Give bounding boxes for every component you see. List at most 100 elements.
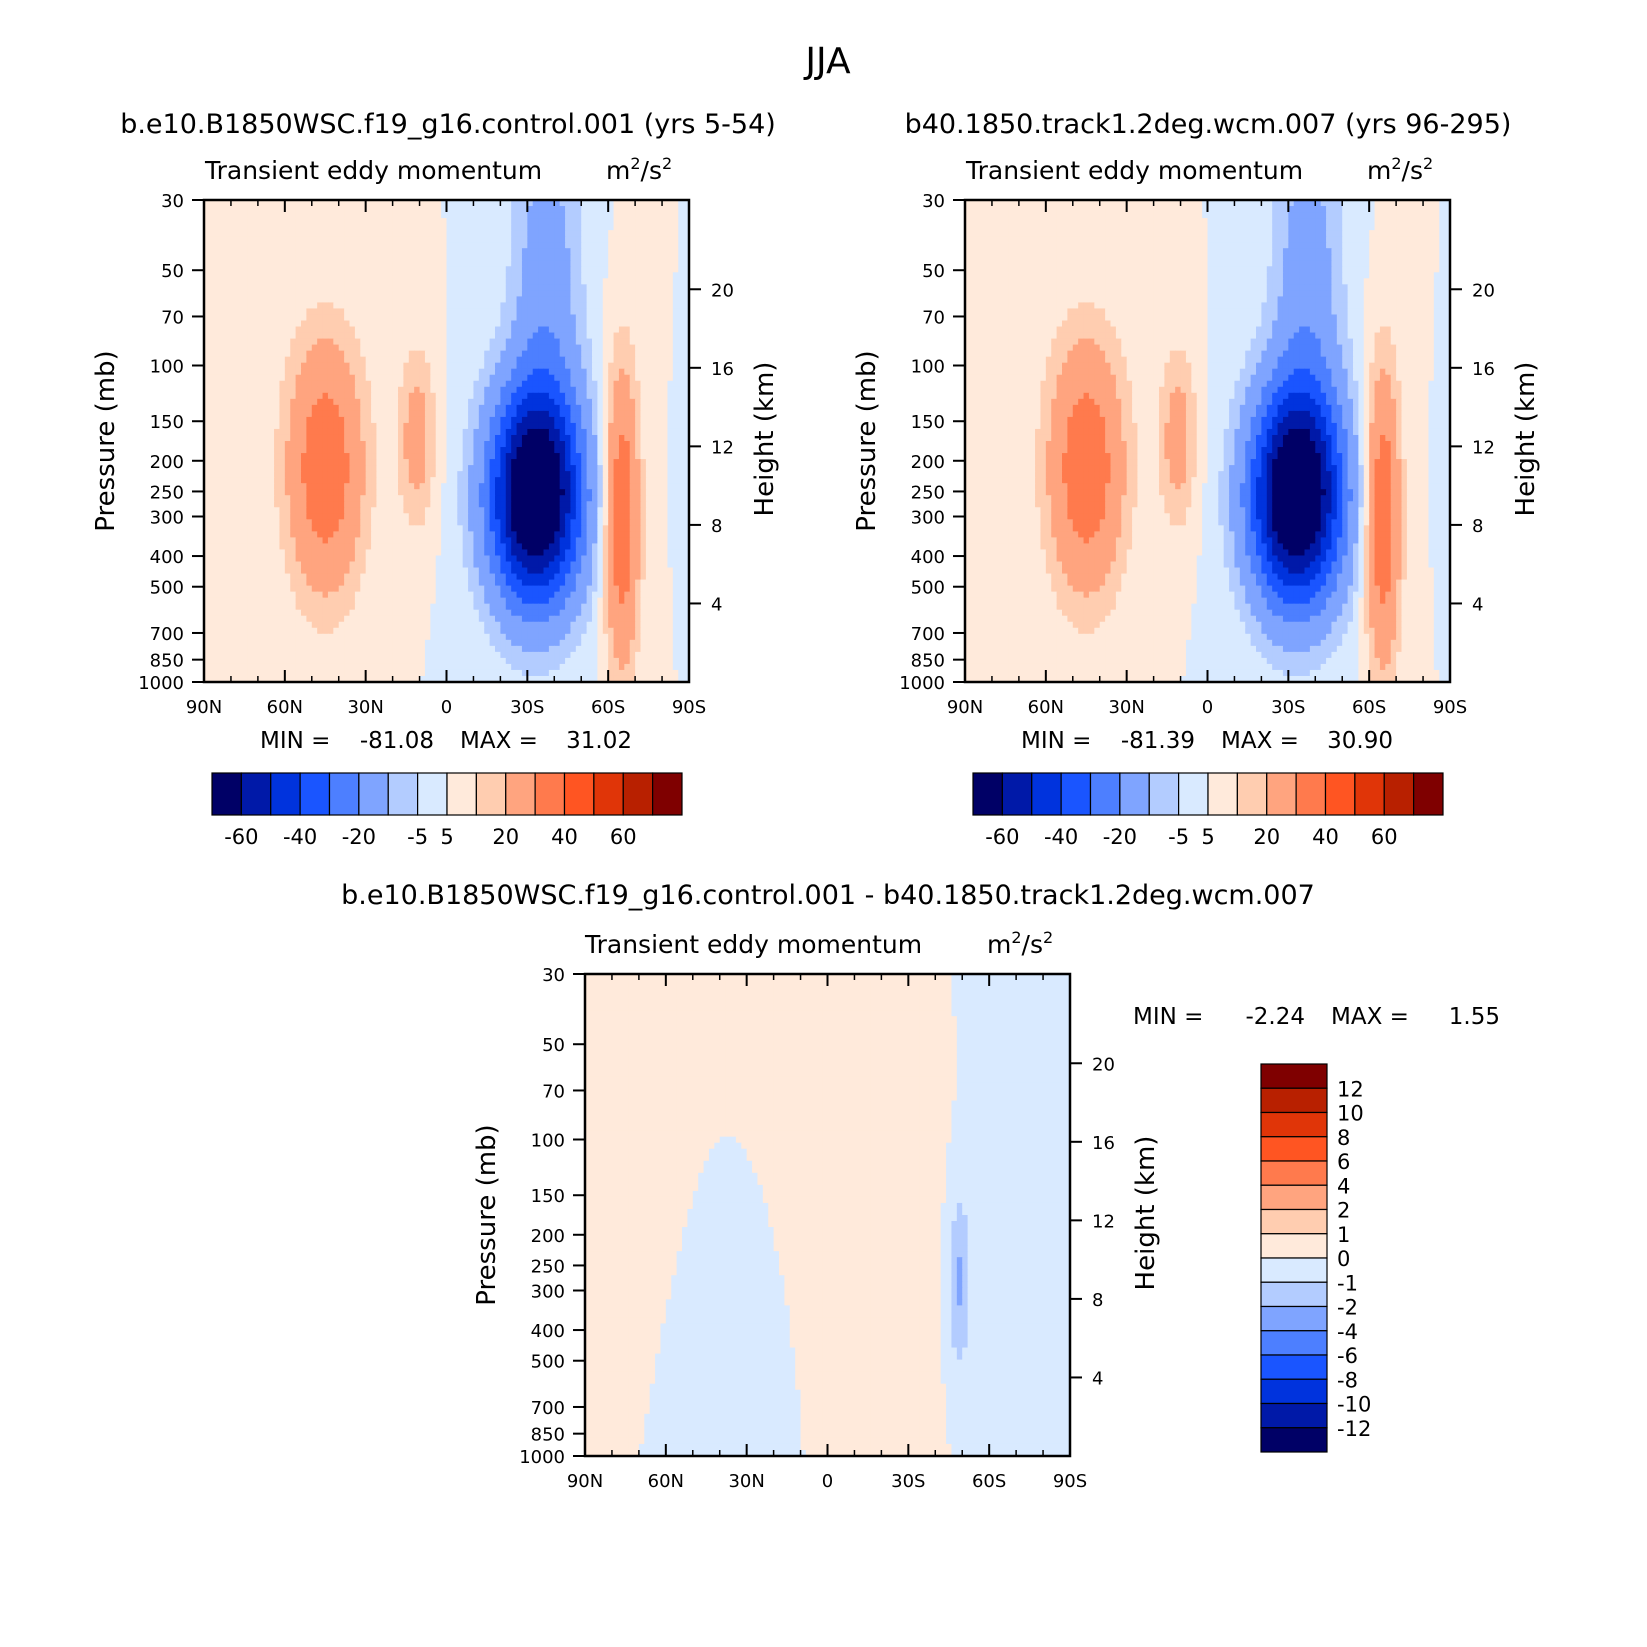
contour-cell (619, 501, 625, 508)
contour-cell (436, 290, 442, 297)
panel-1-plot-title: Transient eddy momentum (204, 156, 542, 185)
contour-cell (425, 302, 431, 309)
contour-cell (376, 296, 382, 303)
contour-cell (312, 363, 318, 370)
contour-cell (500, 260, 506, 267)
contour-cell (533, 254, 539, 261)
contour-cell (398, 513, 404, 520)
contour-cell (430, 278, 436, 285)
contour-cell (538, 314, 544, 321)
contour-cell (517, 405, 523, 412)
contour-cell (382, 489, 388, 496)
contour-cell (576, 339, 582, 346)
contour-cell (333, 471, 339, 478)
contour-cell (463, 290, 469, 297)
contour-cell (339, 387, 345, 394)
contour-cell (269, 447, 275, 454)
contour-cell (463, 272, 469, 279)
contour-cell (290, 369, 296, 376)
contour-cell (258, 308, 264, 315)
contour-cell (630, 308, 636, 315)
contour-cell (603, 453, 609, 460)
contour-cell (215, 381, 221, 388)
contour-cell (657, 471, 663, 478)
contour-cell (247, 447, 253, 454)
contour-cell (306, 519, 312, 526)
contour-cell (473, 483, 479, 490)
contour-cell (549, 417, 555, 424)
contour-cell (576, 272, 582, 279)
contour-cell (366, 272, 372, 279)
contour-cell (549, 272, 555, 279)
contour-cell (290, 363, 296, 370)
contour-cell (409, 513, 415, 520)
contour-cell (371, 393, 377, 400)
contour-cell (630, 302, 636, 309)
contour-cell (355, 465, 361, 472)
contour-cell (344, 501, 350, 508)
contour-cell (441, 321, 447, 328)
contour-cell (473, 405, 479, 412)
contour-cell (425, 206, 431, 213)
contour-cell (619, 254, 625, 261)
contour-cell (301, 423, 307, 430)
contour-cell (420, 393, 426, 400)
contour-cell (641, 447, 647, 454)
contour-cell (473, 471, 479, 478)
contour-cell (468, 224, 474, 231)
contour-cell (468, 375, 474, 382)
contour-cell (570, 447, 576, 454)
contour-cell (447, 363, 453, 370)
contour-cell (667, 363, 673, 370)
contour-cell (220, 507, 226, 514)
contour-cell (597, 266, 603, 273)
contour-cell (242, 513, 248, 520)
contour-cell (220, 224, 226, 231)
contour-cell (403, 399, 409, 406)
contour-cell (641, 224, 647, 231)
contour-cell (673, 327, 679, 334)
contour-cell (614, 477, 620, 484)
contour-cell (420, 224, 426, 231)
contour-cell (538, 495, 544, 502)
contour-cell (274, 284, 280, 291)
contour-cell (447, 272, 453, 279)
contour-cell (468, 302, 474, 309)
contour-cell (403, 290, 409, 297)
contour-cell (269, 441, 275, 448)
contour-cell (624, 345, 630, 352)
contour-cell (220, 308, 226, 315)
contour-cell (339, 417, 345, 424)
contour-cell (554, 206, 560, 213)
contour-cell (247, 357, 253, 364)
contour-cell (387, 212, 393, 219)
contour-cell (657, 483, 663, 490)
contour-cell (231, 495, 237, 502)
contour-cell (657, 290, 663, 297)
contour-cell (209, 453, 215, 460)
contour-cell (646, 369, 652, 376)
contour-cell (285, 290, 291, 297)
contour-cell (565, 260, 571, 267)
contour-cell (527, 254, 533, 261)
contour-cell (635, 308, 641, 315)
contour-cell (215, 411, 221, 418)
contour-cell (430, 519, 436, 526)
contour-cell (296, 483, 302, 490)
contour-cell (371, 290, 377, 297)
contour-cell (258, 525, 264, 532)
contour-cell (253, 531, 259, 538)
contour-cell (323, 471, 329, 478)
contour-cell (376, 302, 382, 309)
contour-cell (506, 459, 512, 466)
contour-cell (452, 357, 458, 364)
contour-cell (581, 447, 587, 454)
contour-cell (630, 519, 636, 526)
contour-cell (678, 339, 684, 346)
contour-cell (484, 290, 490, 297)
contour-cell (333, 381, 339, 388)
contour-cell (409, 339, 415, 346)
contour-cell (597, 423, 603, 430)
contour-cell (495, 242, 501, 249)
contour-cell (312, 290, 318, 297)
